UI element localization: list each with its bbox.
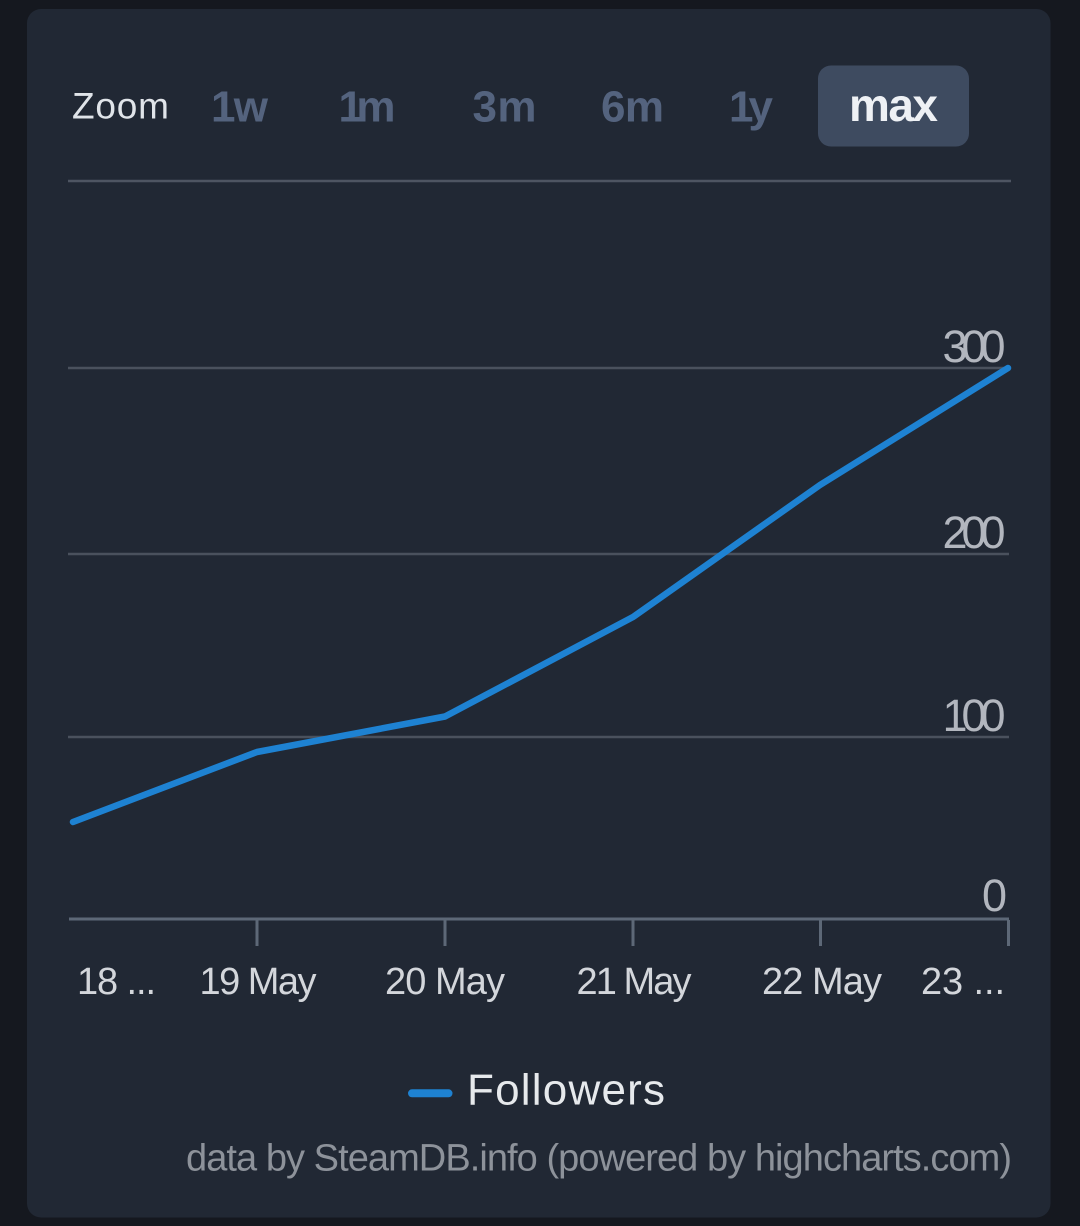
svg-text:max: max: [849, 79, 938, 131]
svg-text:Followers: Followers: [467, 1065, 665, 1114]
svg-text:21 May: 21 May: [577, 961, 692, 1003]
svg-text:1y: 1y: [729, 83, 774, 132]
svg-text:1m: 1m: [339, 83, 396, 132]
svg-text:Zoom: Zoom: [72, 86, 169, 127]
svg-text:1w: 1w: [211, 83, 269, 132]
svg-text:6m: 6m: [601, 83, 664, 132]
svg-text:19 May: 19 May: [200, 961, 317, 1003]
svg-text:0: 0: [982, 870, 1007, 921]
svg-text:23 ...: 23 ...: [921, 961, 1005, 1003]
svg-text:3m: 3m: [473, 83, 537, 132]
svg-text:200: 200: [943, 507, 1006, 558]
svg-text:300: 300: [943, 321, 1006, 372]
svg-text:data by SteamDB.info (powered: data by SteamDB.info (powered by highcha…: [186, 1138, 1012, 1180]
svg-text:22 May: 22 May: [762, 961, 882, 1003]
svg-text:100: 100: [943, 690, 1006, 741]
svg-text:18 ...: 18 ...: [77, 961, 156, 1003]
svg-text:20 May: 20 May: [385, 961, 505, 1003]
